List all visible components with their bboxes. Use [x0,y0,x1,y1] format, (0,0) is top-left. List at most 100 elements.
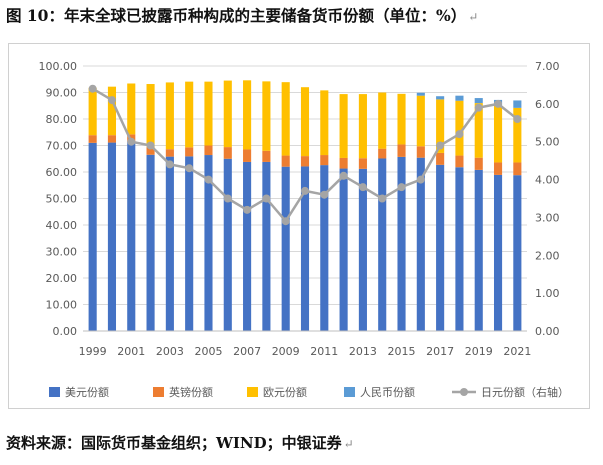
line-point [165,160,174,169]
bar-segment [436,96,445,100]
bar-segment [127,141,136,331]
x-tick-label: 2011 [310,345,338,358]
bar-segment [474,169,483,331]
y-right-tick-label: 5.00 [535,136,560,149]
bar-segment [223,147,232,159]
bar-segment [493,174,503,331]
bar-segment [455,155,464,168]
line-point [223,194,232,203]
bar-segment [146,84,155,148]
x-tick-label: 2019 [465,345,493,358]
bar-segment [358,158,367,169]
y-left-tick-label: 30.00 [46,246,78,259]
bar-segment [262,81,271,151]
legend-label: 欧元份额 [263,386,307,399]
bar-segment [397,144,406,157]
bar-segment [416,95,425,147]
bar-segment [513,175,522,331]
bar-segment [243,161,252,331]
bar-segment [513,100,522,108]
legend-label: 英镑份额 [169,385,213,399]
bar-segment [378,158,387,331]
bar-segment [513,107,522,163]
bar-segment [416,157,425,331]
line-point [378,194,387,203]
bar-segment [281,155,290,167]
bar-segment [281,166,290,331]
bar-segment [493,162,503,175]
bar-segment [474,103,483,158]
bar-segment [127,83,136,135]
line-point [320,190,329,199]
y-left-tick-label: 10.00 [46,299,78,312]
legend-swatch [344,387,355,397]
bar-segment [436,152,445,165]
bar-segment [397,156,406,331]
line-point [107,96,116,105]
chart-frame: 0.00 10.00 20.00 30.00 40.00 50.00 60.00 70.00 8… [8,43,590,409]
bar-segment [436,99,445,153]
legend-marker [460,388,468,396]
chart-title: 图 10：年末全球已披露币种构成的主要储备货币份额（单位：%） ↵ [6,4,596,28]
x-tick-label: 2001 [117,345,145,358]
bar-segment [185,81,194,148]
bar-segment [165,149,174,157]
line-point [88,84,97,93]
bar-segment [416,92,425,96]
bar-segment [339,168,348,331]
source-note: 资料来源：国际货币基金组织；WIND；中银证券 ↵ [6,432,596,456]
y-right-tick-label: 0.00 [535,325,560,338]
bar-segment [88,135,97,143]
line-point [358,183,367,192]
bar-segment [204,81,213,146]
bar-segment [185,156,194,331]
bar-segment [146,154,155,331]
bar-segment [223,80,232,148]
x-tick-label: 2017 [426,345,454,358]
line-point [494,99,503,108]
line-point [455,130,464,139]
bar-segment [358,168,367,331]
bar-segment [358,94,367,159]
bar-segment [88,87,97,136]
y-left-tick-label: 100.00 [39,60,78,73]
bar-segment [204,155,213,331]
bar-segment [300,87,310,157]
bar-segment [378,148,387,159]
bar-segment [513,162,522,176]
bar-segment [493,106,503,163]
bar-segment [397,93,406,145]
bar-segment [474,157,483,170]
chart-title-text: 图 10：年末全球已披露币种构成的主要储备货币份额（单位：%） [6,6,467,25]
source-text: 资料来源：国际货币基金组织；WIND；中银证券 [6,434,342,452]
line-point [204,175,213,184]
line-point [127,137,136,146]
bar-segment [320,165,329,331]
bar-segment [300,166,310,331]
line-point [436,141,445,150]
x-tick-label: 2009 [272,345,300,358]
paragraph-mark-icon: ↵ [468,10,479,24]
y-left-tick-label: 80.00 [46,113,78,126]
x-tick-label: 2015 [388,345,416,358]
line-point [416,175,425,184]
bar-segment [204,145,213,156]
line-point [281,217,290,226]
legend-swatch [247,387,258,397]
bar-segment [165,82,174,150]
bar-segment [88,142,97,331]
bar-segment [146,147,155,155]
bar-segment [455,167,464,331]
bar-segment [165,156,174,331]
line-point [301,186,309,195]
paragraph-mark-icon: ↵ [343,437,354,451]
bar-segment [416,146,425,158]
y-right-tick-label: 1.00 [535,287,560,300]
bar-segment [223,158,232,331]
legend-label: 美元份额 [65,386,109,399]
bar-segment [436,164,445,331]
bar-segment [320,155,329,166]
legend-label: 人民币份额 [360,386,415,399]
y-right-tick-label: 6.00 [535,98,560,111]
bar-segment [262,161,271,331]
